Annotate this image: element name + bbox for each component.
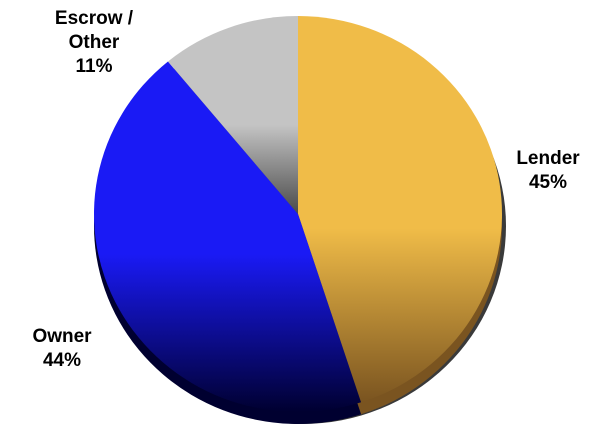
slice-label-line: Other: [69, 32, 120, 53]
slice-label-lender: Lender 45%: [516, 148, 580, 193]
slice-label-owner: Owner 44%: [32, 326, 92, 371]
slice-label-line: 11%: [76, 56, 113, 77]
slice-label-line: 45%: [529, 172, 567, 193]
pie-slice-lender: [298, 16, 502, 403]
slice-label-line: Lender: [516, 148, 580, 169]
slice-label-line: Owner: [32, 326, 92, 347]
slice-label-escrow-other: Escrow / Other 11%: [55, 8, 134, 77]
slice-label-line: 44%: [43, 350, 81, 371]
pie-slices: [93, 16, 502, 413]
slice-label-line: Escrow /: [55, 8, 134, 29]
pie-labels: Lender 45% Owner 44% Escrow / Other 11%: [32, 8, 580, 371]
pie-slice-owner: [93, 61, 362, 413]
pie-slice-escrow-other: [167, 16, 298, 214]
